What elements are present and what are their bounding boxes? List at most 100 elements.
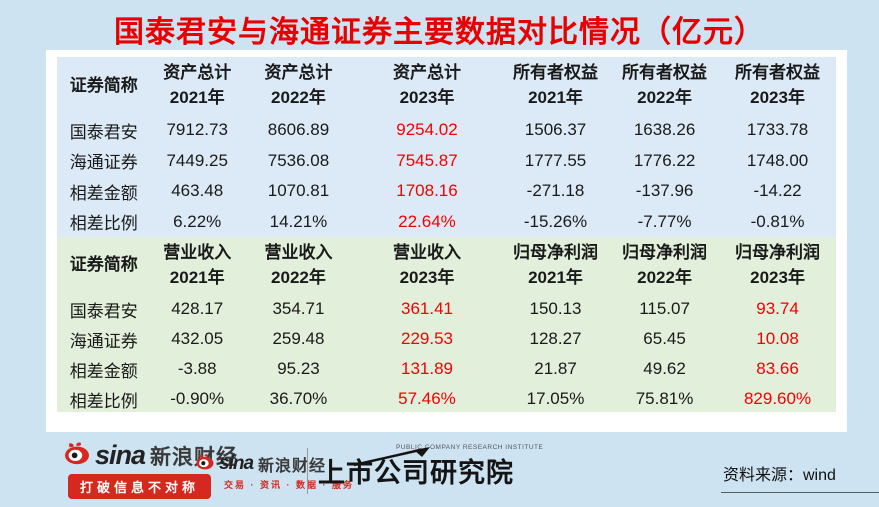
data-source-note: 资料来源：wind (721, 461, 879, 493)
row-label-cell: 国泰君安 (69, 301, 138, 321)
sina-services-tagline: 交易 · 资讯 · 数据 · 服务 (224, 480, 354, 490)
value-cell: 7912.73 (166, 120, 228, 140)
column-header-cell: 归母净利润 2022年 (622, 242, 708, 287)
sina-wordmark: sina (95, 440, 146, 470)
column-header-cell: 资产总计 2021年 (163, 63, 232, 107)
value-cell: 128.27 (529, 329, 582, 348)
value-cell: 21.87 (534, 359, 577, 378)
value-cell: 36.70% (269, 389, 328, 408)
table-section-blue: 证券简称 资产总计 2021年 资产总计 2022年 资产总计 2023年 所有者权益 2021… (57, 57, 836, 237)
value-cell: 83.66 (756, 359, 799, 378)
value-cell: -3.88 (177, 359, 217, 378)
table-row: 国泰君安 7912.73 8606.89 9254.02 1506.37 1638.26 1… (57, 115, 836, 146)
sina-eye-icon (64, 441, 90, 470)
value-cell: 1070.81 (267, 181, 330, 201)
row-label-cell: 相差比例 (69, 214, 138, 234)
value-cell: 1708.16 (396, 181, 458, 201)
footer: sina 新浪财经 打破信息不对称 sina 新浪财经 (0, 432, 879, 507)
sina-slogan-badge: 打破信息不对称 (68, 474, 212, 499)
table-row: 相差比例 6.22% 14.21% 22.64% -15.26% -7.77% -0.81% (57, 206, 836, 237)
value-cell: -137.96 (635, 181, 694, 201)
data-table: 证券简称 资产总计 2021年 资产总计 2022年 资产总计 2023年 所有者权益 2021… (57, 57, 836, 237)
value-cell: -0.81% (750, 211, 805, 231)
row-label-cell: 相差金额 (69, 361, 138, 381)
value-cell: 1777.55 (524, 150, 587, 170)
row-label-cell: 相差金额 (69, 183, 138, 203)
value-cell: 75.81% (635, 389, 694, 408)
value-cell: 115.07 (639, 299, 690, 318)
table-row: 相差金额 -3.88 95.23 131.89 21.87 49.62 83.66 (57, 354, 836, 384)
value-cell: 829.60% (743, 389, 812, 408)
sina-eye-icon (196, 453, 214, 475)
column-header-cell: 资产总计 2023年 (392, 63, 461, 107)
sina-finance-name: 新浪财经 (150, 445, 239, 469)
table-row: 相差比例 -0.90% 36.70% 57.46% 17.05% 75.81% 829.60… (57, 384, 836, 414)
value-cell: 7545.87 (396, 150, 458, 170)
row-label-cell: 国泰君安 (69, 122, 138, 142)
corner-header-cell: 证券简称 (69, 255, 138, 275)
value-cell: 1776.22 (633, 150, 696, 170)
column-header-cell: 营业收入 2023年 (392, 242, 461, 287)
header-row: 证券简称 资产总计 2021年 资产总计 2022年 资产总计 2023年 所有者权益 2021… (57, 57, 836, 115)
column-header-cell: 营业收入 2022年 (264, 242, 333, 287)
value-cell: 428.17 (171, 299, 224, 318)
value-cell: 14.21% (269, 211, 328, 231)
row-label-cell: 海通证券 (69, 153, 138, 173)
column-header-cell: 营业收入 2021年 (163, 242, 232, 287)
value-cell: 95.23 (277, 359, 320, 378)
data-panel: 证券简称 资产总计 2021年 资产总计 2022年 资产总计 2023年 所有者权益 2021… (46, 50, 847, 432)
value-cell: 1506.37 (524, 120, 587, 140)
value-cell: 229.53 (400, 329, 453, 348)
value-cell: -14.22 (753, 181, 802, 201)
table-row: 国泰君安 428.17 354.71 361.41 150.13 115.07 93.74 (57, 294, 836, 324)
value-cell: 150.13 (529, 299, 582, 318)
value-cell: 10.08 (756, 329, 799, 348)
footer-divider (307, 448, 308, 494)
sina-wordmark: sina (219, 453, 254, 474)
value-cell: 8606.89 (267, 120, 330, 140)
row-label-cell: 海通证券 (69, 331, 138, 351)
table-section-green: 证券简称 营业收入 2021年 营业收入 2022年 营业收入 2023年 归母净利润 2021… (57, 237, 836, 412)
header-row: 证券简称 营业收入 2021年 营业收入 2022年 营业收入 2023年 归母净利润 2021… (57, 237, 836, 294)
value-cell: -271.18 (526, 181, 585, 201)
value-cell: 9254.02 (396, 120, 458, 140)
table-row: 海通证券 432.05 259.48 229.53 128.27 65.45 10.08 (57, 324, 836, 354)
value-cell: 93.74 (756, 299, 799, 318)
sina-finance-logo-secondary: sina 新浪财经 交易 · 资讯 · 数据 · 服务 (196, 452, 354, 491)
value-cell: 432.05 (171, 329, 224, 348)
research-institute-logo: PUBLIC COMPANY RESEARCH INSTITUTE 上市公司研究… (318, 444, 543, 490)
value-cell: -0.90% (170, 389, 225, 408)
column-header-cell: 所有者权益 2022年 (622, 63, 708, 107)
table-row: 相差金额 463.48 1070.81 1708.16 -271.18 -137.96 -1… (57, 176, 836, 207)
value-cell: 354.71 (272, 299, 325, 318)
page-title: 国泰君安与海通证券主要数据对比情况（亿元） (114, 16, 765, 49)
value-cell: 57.46% (398, 389, 456, 408)
value-cell: 131.89 (400, 359, 453, 378)
table-row: 海通证券 7449.25 7536.08 7545.87 1777.55 1776.22 1… (57, 145, 836, 176)
arrow-icon (352, 443, 432, 474)
value-cell: 49.62 (643, 359, 686, 378)
column-header-cell: 归母净利润 2023年 (735, 242, 821, 287)
value-cell: 259.48 (272, 329, 325, 348)
value-cell: 7449.25 (166, 150, 228, 170)
data-table: 证券简称 营业收入 2021年 营业收入 2022年 营业收入 2023年 归母净利润 2021… (57, 237, 836, 414)
row-label-cell: 相差比例 (69, 391, 138, 411)
value-cell: 7536.08 (267, 150, 330, 170)
column-header-cell: 所有者权益 2023年 (735, 63, 821, 107)
sina-finance-name: 新浪财经 (258, 458, 327, 475)
value-cell: 463.48 (171, 181, 224, 201)
sina-finance-logo-primary: sina 新浪财经 打破信息不对称 (64, 440, 238, 499)
value-cell: 1638.26 (633, 120, 696, 140)
value-cell: -7.77% (637, 211, 692, 231)
column-header-cell: 所有者权益 2021年 (513, 63, 598, 107)
institute-name-en: PUBLIC COMPANY RESEARCH INSTITUTE (396, 444, 544, 451)
value-cell: 17.05% (526, 389, 585, 408)
value-cell: 65.45 (643, 329, 686, 348)
column-header-cell: 资产总计 2022年 (264, 63, 333, 107)
value-cell: 6.22% (173, 211, 222, 231)
institute-name-cn: 上市公司研究院 (318, 447, 543, 490)
value-cell: 1733.78 (746, 120, 809, 140)
value-cell: 22.64% (398, 211, 456, 231)
corner-header-cell: 证券简称 (69, 75, 138, 95)
